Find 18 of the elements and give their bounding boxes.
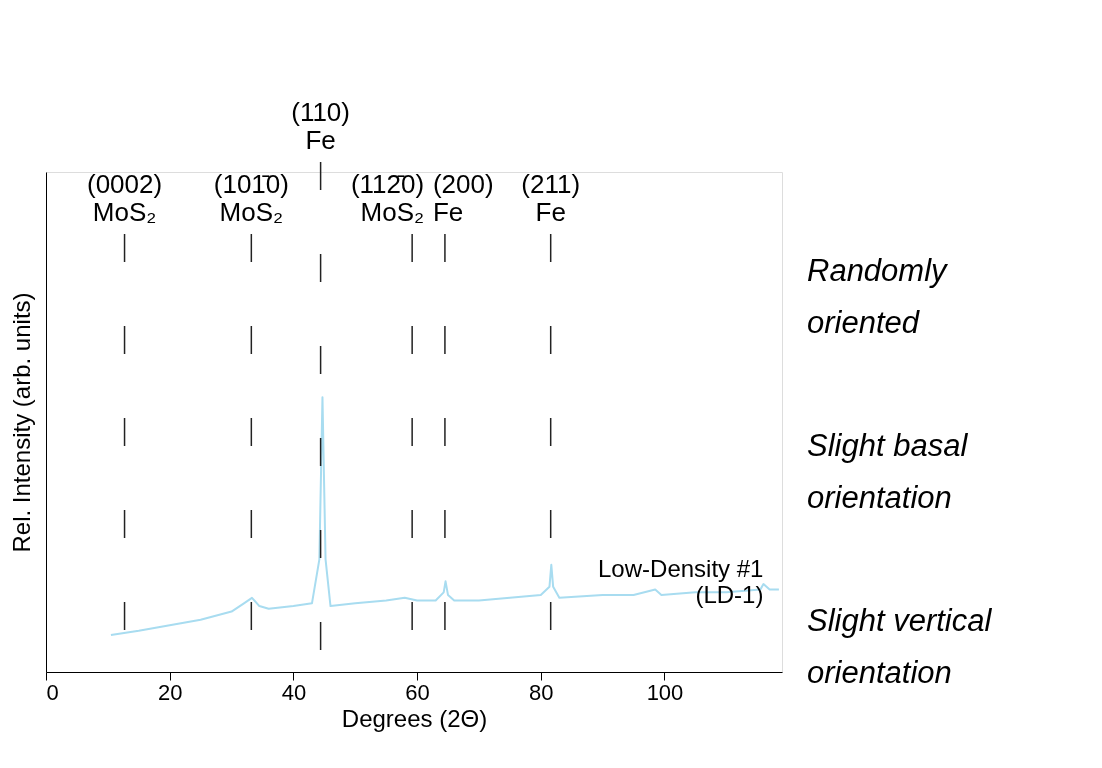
x-tick-label: 0 bbox=[46, 679, 59, 705]
text: Slight vertical orientation bbox=[807, 603, 993, 690]
text: Randomly oriented bbox=[807, 253, 950, 340]
ref-line-label: (112̄0) MoS₂ bbox=[350, 169, 425, 227]
x-tick-label: 20 bbox=[157, 679, 183, 705]
x-axis-title: Degrees (2Θ) bbox=[341, 704, 488, 732]
ref-line-label: (211) Fe bbox=[521, 169, 581, 227]
y-axis-title: Rel. Intensity (arb. units) bbox=[7, 292, 35, 553]
annotation: Low-Density #1 (LD-1) bbox=[598, 555, 764, 609]
ref-line-label: (200) Fe bbox=[432, 169, 494, 227]
ref-line-label: (101̄0) MoS₂ bbox=[213, 169, 289, 227]
ref-line-label: (110) Fe bbox=[291, 97, 350, 155]
x-tick-label: 40 bbox=[281, 679, 307, 705]
text: Slight basal orientation bbox=[807, 428, 969, 515]
x-tick-label: 80 bbox=[529, 679, 554, 705]
x-tick-label: 60 bbox=[405, 679, 430, 705]
ref-line-label: (0002) MoS₂ bbox=[86, 169, 163, 227]
x-tick-label: 100 bbox=[646, 679, 684, 705]
